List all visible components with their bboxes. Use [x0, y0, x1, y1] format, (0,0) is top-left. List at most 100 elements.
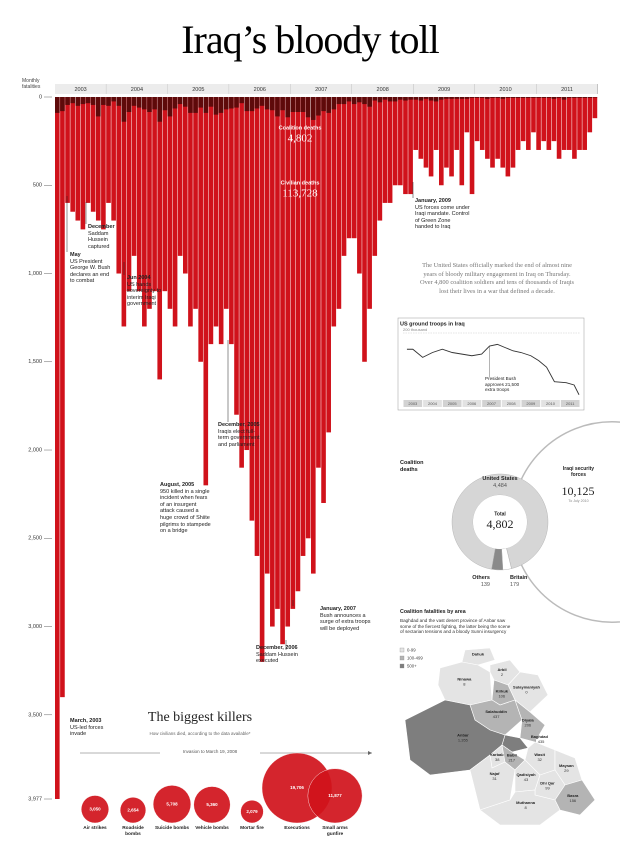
coalition-bar	[116, 97, 122, 106]
civilian-bar	[336, 97, 342, 309]
bubble	[193, 786, 231, 824]
civilian-bar	[526, 97, 531, 150]
civilian-bar	[280, 97, 285, 645]
region-name: Salahuddin	[485, 709, 507, 714]
civilian-bar	[367, 97, 372, 309]
coalition-bar	[500, 97, 506, 99]
civilian-bar	[326, 97, 331, 433]
coalition-bar	[377, 97, 383, 103]
region-name: Anbar	[457, 732, 469, 737]
coalition-bar	[142, 97, 147, 110]
civilian-bar	[60, 97, 65, 698]
coalition-bar	[372, 97, 378, 101]
coalition-bar	[172, 97, 178, 109]
coalition-bar	[270, 97, 275, 111]
line-annotation: President Bush approves 21,500 extra tro…	[485, 376, 520, 392]
donut-title: Coalition deaths	[400, 460, 424, 473]
region-name: Diyala	[522, 717, 535, 722]
region-name: Karbala	[490, 752, 505, 757]
coalition-bar	[551, 97, 557, 99]
coalition-bar	[418, 97, 424, 101]
civilian-bar	[234, 97, 239, 415]
civilian-bar	[408, 97, 413, 195]
bubble	[152, 785, 192, 824]
civilian-bar	[203, 97, 209, 486]
civilian-bar	[193, 97, 198, 309]
legend-label: 500+	[407, 663, 417, 668]
page-title: Iraq’s bloody toll	[181, 17, 439, 62]
map-region	[404, 699, 506, 776]
civilian-bar	[398, 97, 403, 186]
civilian-bar	[95, 97, 101, 221]
year-band	[474, 84, 537, 94]
coalition-bar	[208, 97, 214, 107]
x-tick-box	[541, 400, 560, 407]
year-label: 2003	[74, 87, 86, 93]
region-value: 106	[498, 694, 505, 699]
bubble-value: 5,708	[166, 801, 178, 806]
x-tick-box	[462, 400, 482, 407]
coalition-bar	[326, 97, 331, 113]
coalition-bar	[300, 97, 306, 113]
civilian-bar	[531, 97, 536, 133]
coalition-bar	[259, 97, 265, 106]
civilian-bar	[80, 97, 86, 230]
annotation: Jun 2004 US hands sovereignty to interim …	[127, 275, 169, 308]
civilian-bar	[377, 97, 383, 221]
coalition-bar	[239, 97, 244, 104]
year-label: 2008	[377, 87, 389, 93]
region-name: Dahuk	[472, 652, 485, 657]
y-tick-label: 1,000	[28, 271, 42, 277]
legend-label: 100-499	[407, 655, 423, 660]
civilian-bar	[152, 97, 157, 292]
annotation-text: Saddam Hussein executed	[256, 651, 298, 665]
y-tick-label: 1,500	[28, 359, 42, 365]
coalition-bar	[198, 97, 203, 108]
annotation-text: Iraqis elect full-term government and pa…	[218, 428, 260, 448]
coalition-bar	[474, 97, 480, 98]
bubble-value: 11,877	[328, 793, 342, 798]
coalition-bar	[341, 97, 347, 105]
region-value: 0	[525, 689, 528, 694]
coalition-bar	[423, 97, 429, 99]
annotation: December Saddam Hussein captured	[88, 224, 128, 250]
region-value: 38	[495, 757, 500, 762]
civilian-bar	[341, 97, 347, 256]
donut-label: United States 4,484	[475, 476, 525, 489]
coalition-bar	[60, 97, 65, 112]
civilian-bar	[556, 97, 562, 159]
legend-swatch	[399, 655, 405, 661]
coalition-bar	[311, 97, 316, 120]
coalition-bar	[444, 97, 449, 99]
civilian-bar	[433, 97, 439, 150]
region-value: 32	[537, 757, 542, 762]
annotation-heading: December, 2005	[218, 422, 260, 428]
coalition-bar	[295, 97, 301, 113]
year-label: 2009	[438, 87, 450, 93]
year-band	[106, 84, 168, 94]
map-region	[461, 647, 496, 666]
civilian-bar	[357, 97, 362, 274]
coalition-bar	[90, 97, 96, 105]
coalition-bar	[152, 97, 157, 110]
coalition-bar	[362, 97, 367, 105]
annotation-heading: January, 2007	[320, 606, 356, 612]
donut-label: Britain 179	[510, 575, 530, 588]
year-label: 2005	[192, 87, 204, 93]
region-name: Babil	[507, 752, 517, 757]
bubble	[119, 797, 147, 824]
civilian-bar	[454, 97, 459, 150]
year-band	[167, 84, 230, 94]
region-value: 31	[492, 776, 497, 781]
annotation: January, 2007 Bush announces a surge of e…	[320, 606, 375, 632]
x-tick-box	[521, 400, 541, 407]
civilian-bar	[290, 97, 296, 609]
y-tick-label: 2,000	[28, 447, 42, 453]
civilian-bar	[582, 97, 587, 150]
annotation: January, 2009 US forces come under Iraqi …	[415, 198, 470, 231]
x-tick-box	[482, 400, 501, 407]
coalition-bar	[177, 97, 183, 105]
civilian-bar	[321, 97, 326, 503]
x-tick-label: 2004	[428, 401, 438, 406]
